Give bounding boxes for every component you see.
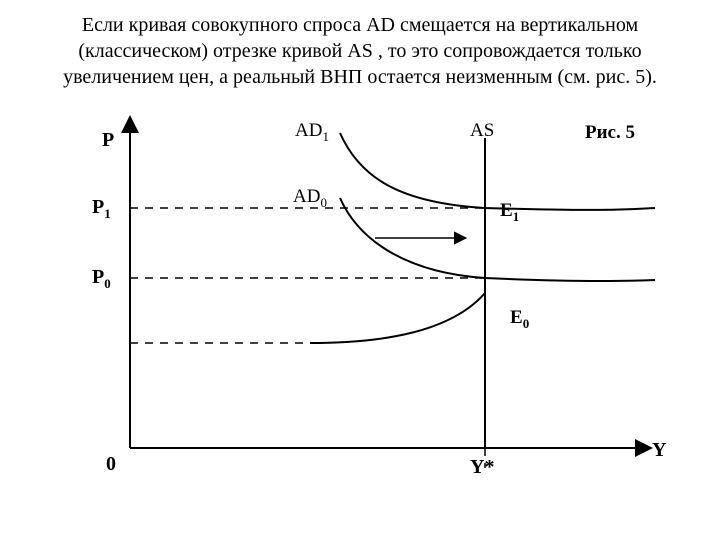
svg-text:0: 0	[106, 453, 116, 475]
svg-text:AD0: AD0	[293, 186, 327, 210]
svg-text:Рис. 5: Рис. 5	[585, 122, 635, 143]
svg-text:E0: E0	[510, 307, 529, 331]
economics-diagram: P Y 0 Рис. 5 AD1 AD0 AS E1 E0 P1 P0 Y*	[40, 98, 680, 498]
svg-text:Y: Y	[652, 439, 667, 461]
svg-text:AS: AS	[470, 120, 494, 141]
svg-text:E1: E1	[500, 200, 519, 224]
svg-text:P1: P1	[92, 196, 111, 221]
svg-text:P: P	[102, 129, 114, 151]
diagram-container: P Y 0 Рис. 5 AD1 AD0 AS E1 E0 P1 P0 Y*	[40, 98, 680, 498]
figure-caption: Если кривая совокупного спроса AD смещае…	[40, 12, 680, 90]
svg-text:P0: P0	[92, 266, 111, 291]
svg-text:Y*: Y*	[470, 456, 494, 478]
svg-text:AD1: AD1	[295, 120, 329, 144]
